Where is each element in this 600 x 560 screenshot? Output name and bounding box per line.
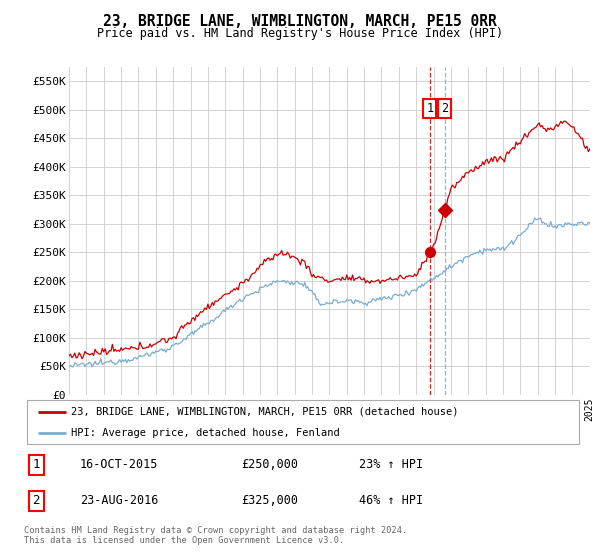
Text: £250,000: £250,000 — [242, 458, 299, 471]
Text: 23% ↑ HPI: 23% ↑ HPI — [359, 458, 423, 471]
Text: Contains HM Land Registry data © Crown copyright and database right 2024.: Contains HM Land Registry data © Crown c… — [24, 526, 407, 535]
Text: 2: 2 — [32, 494, 40, 507]
Text: £325,000: £325,000 — [242, 494, 299, 507]
Text: Price paid vs. HM Land Registry's House Price Index (HPI): Price paid vs. HM Land Registry's House … — [97, 27, 503, 40]
Text: 23-AUG-2016: 23-AUG-2016 — [80, 494, 158, 507]
FancyBboxPatch shape — [27, 400, 579, 444]
Text: 1: 1 — [427, 102, 433, 115]
Text: 1: 1 — [32, 458, 40, 471]
Text: HPI: Average price, detached house, Fenland: HPI: Average price, detached house, Fenl… — [71, 428, 340, 438]
Text: 23, BRIDGE LANE, WIMBLINGTON, MARCH, PE15 0RR: 23, BRIDGE LANE, WIMBLINGTON, MARCH, PE1… — [103, 14, 497, 29]
Text: 23, BRIDGE LANE, WIMBLINGTON, MARCH, PE15 0RR (detached house): 23, BRIDGE LANE, WIMBLINGTON, MARCH, PE1… — [71, 407, 459, 417]
Text: 46% ↑ HPI: 46% ↑ HPI — [359, 494, 423, 507]
Text: This data is licensed under the Open Government Licence v3.0.: This data is licensed under the Open Gov… — [24, 536, 344, 545]
Text: 2: 2 — [441, 102, 448, 115]
Text: 16-OCT-2015: 16-OCT-2015 — [80, 458, 158, 471]
